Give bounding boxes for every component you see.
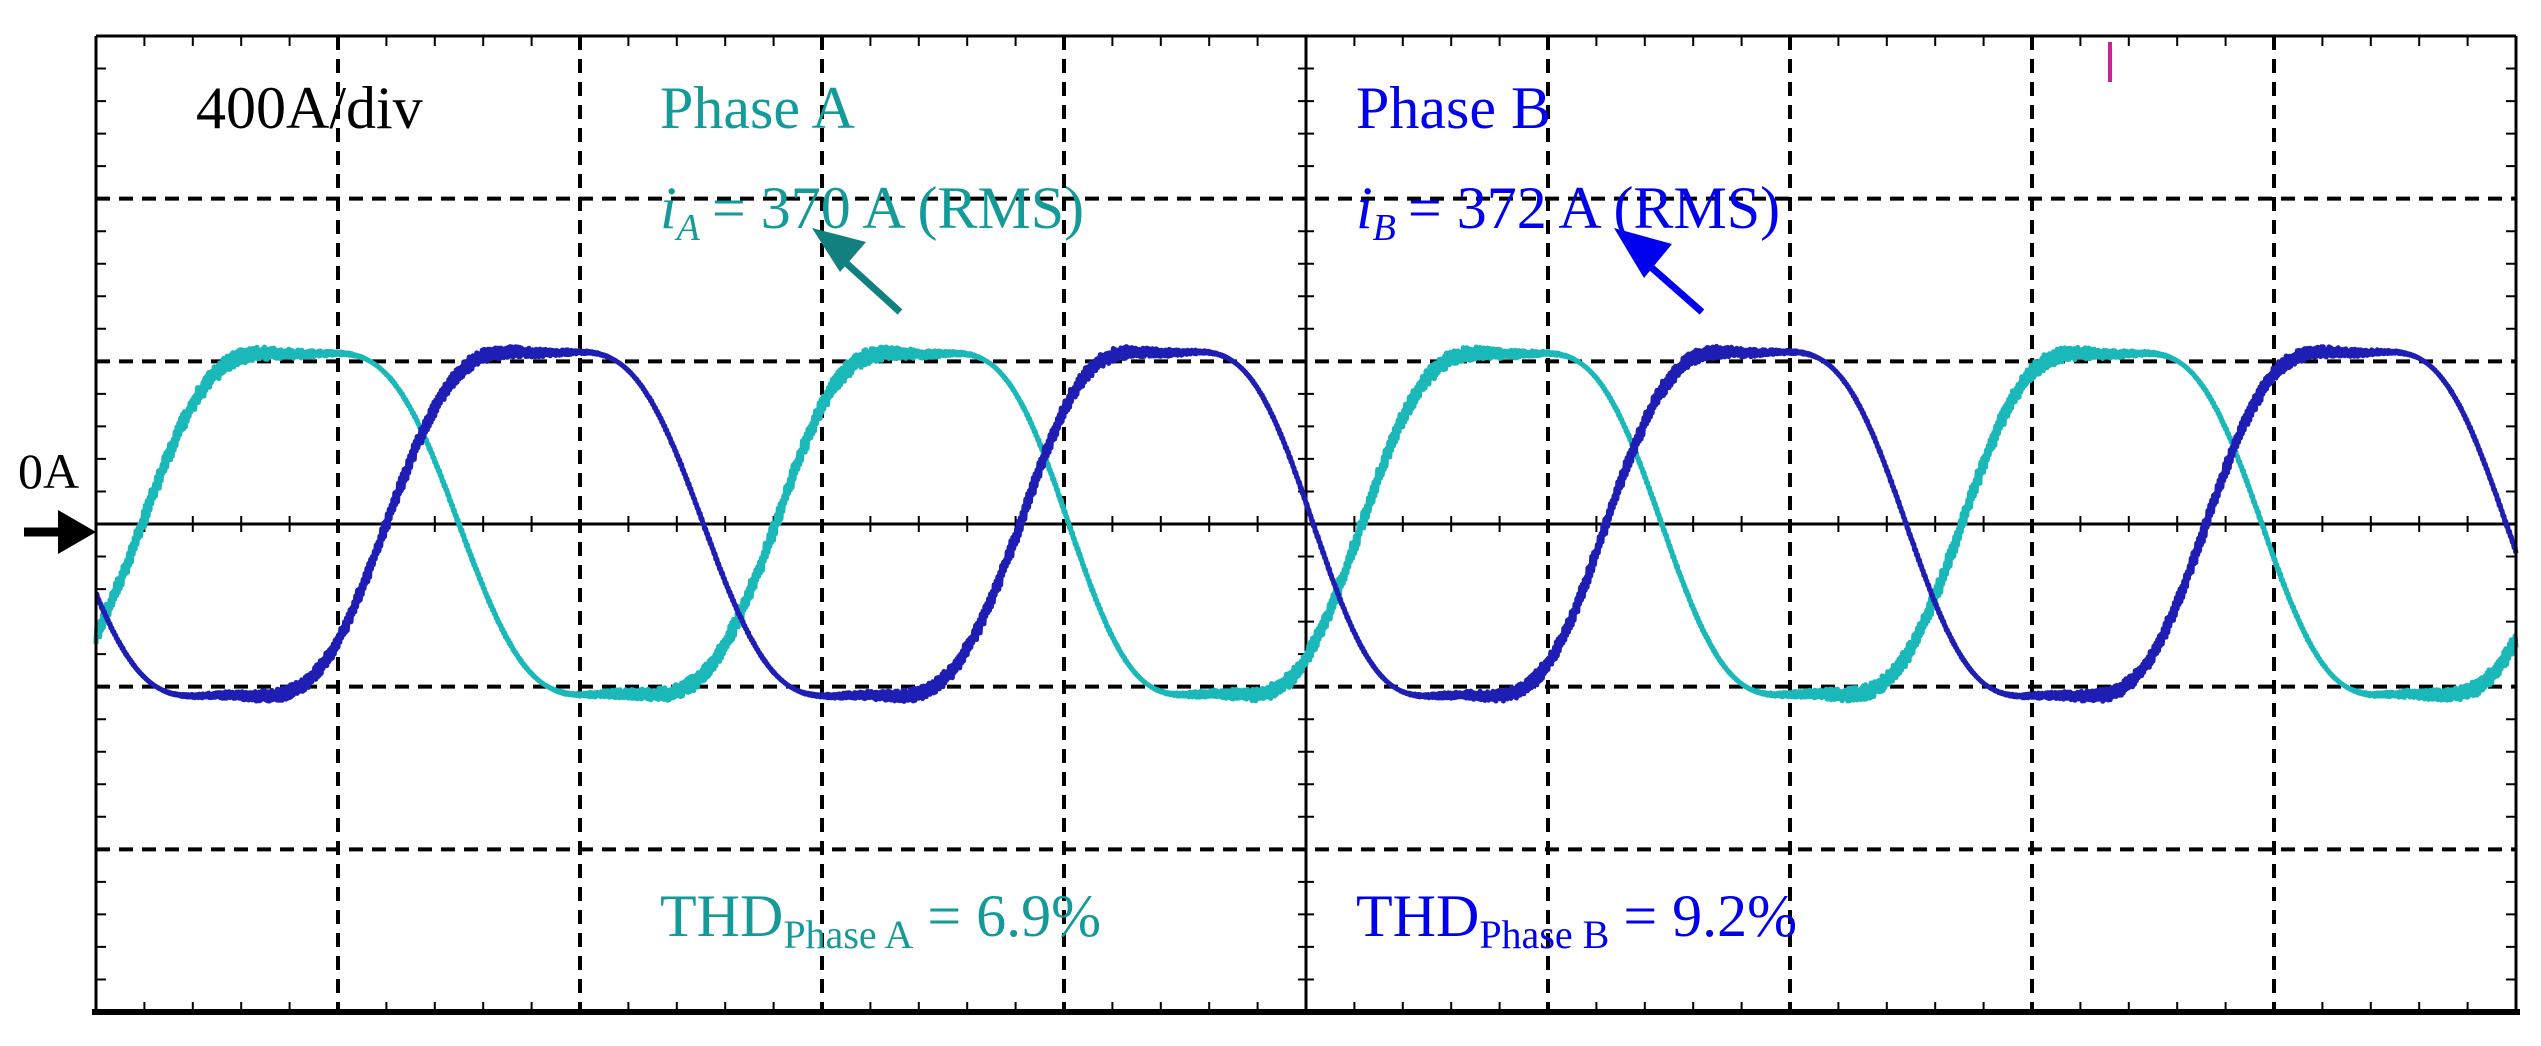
phase-a-thd-main: THD xyxy=(660,883,783,949)
phase-b-thd-subscript: Phase B xyxy=(1479,912,1609,957)
phase-b-thd-main: THD xyxy=(1356,883,1479,949)
grid xyxy=(96,36,2516,1012)
phase-b-rms-value: = 372 A (RMS) xyxy=(1408,175,1780,241)
trace-phase-a xyxy=(93,344,2519,704)
phase-a-thd-value: = 6.9% xyxy=(927,883,1101,949)
zero-reference-label: 0A xyxy=(18,443,79,499)
phase-a-thd-label: THDPhase A = 6.9% xyxy=(660,883,1101,957)
phase-b-thd-value: = 9.2% xyxy=(1623,883,1797,949)
zero-reference-arrow-icon xyxy=(24,510,96,554)
scale-label: 400A/div xyxy=(196,75,423,141)
phase-a-current-symbol: i xyxy=(660,175,677,241)
phase-b-current-symbol: i xyxy=(1356,175,1373,241)
phase-a-legend-label: Phase A xyxy=(660,75,855,141)
phase-b-current-subscript: B xyxy=(1373,207,1396,249)
trace-phase-b xyxy=(94,343,2519,704)
phase-a-rms-value: = 370 A (RMS) xyxy=(712,175,1084,241)
phase-a-rms-label: iA = 370 A (RMS) xyxy=(660,175,1084,249)
phase-b-rms-label: iB = 372 A (RMS) xyxy=(1356,175,1780,249)
plot-frame xyxy=(92,34,2520,1015)
phase-b-pointer-arrow xyxy=(1614,228,1705,315)
phase-a-thd-subscript: Phase A xyxy=(783,912,913,957)
phase-a-current-subscript: A xyxy=(674,207,701,249)
phase-b-legend-label: Phase B xyxy=(1356,75,1551,141)
traces xyxy=(93,343,2519,704)
phase-b-thd-label: THDPhase B = 9.2% xyxy=(1356,883,1797,957)
phase-a-pointer-arrow xyxy=(812,228,903,315)
